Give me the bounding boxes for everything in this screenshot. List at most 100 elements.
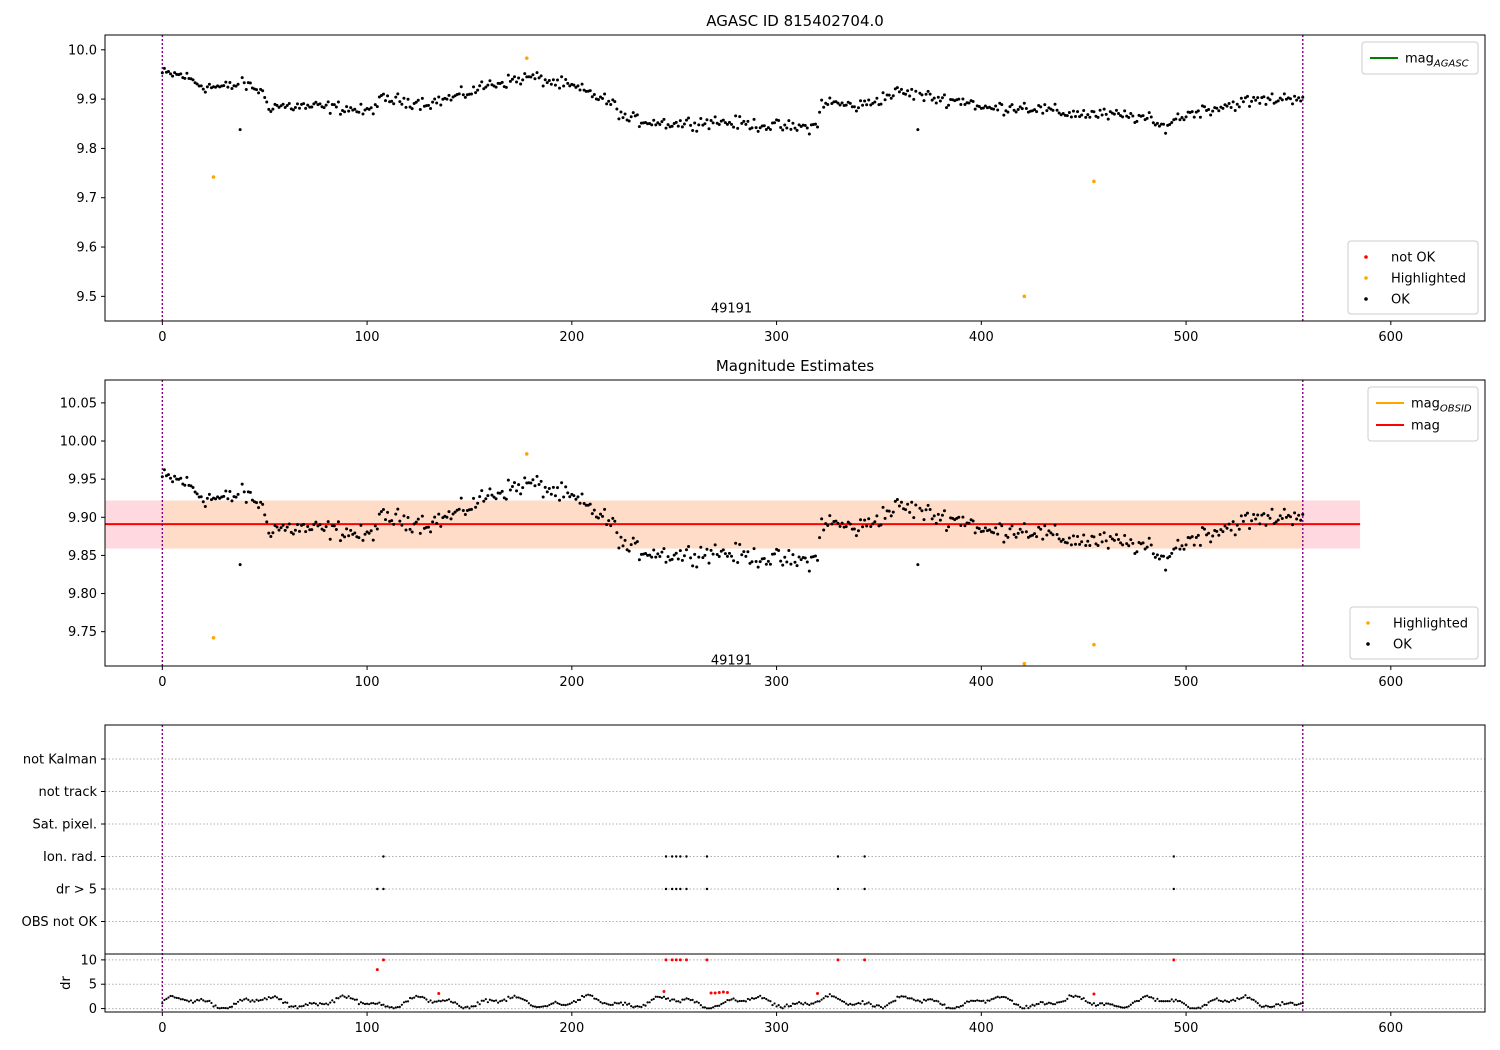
dr-point [441, 999, 444, 1002]
dr-point [1098, 1002, 1102, 1005]
dr-point [517, 996, 520, 999]
ok-point [400, 523, 404, 527]
dr-point [1021, 1007, 1024, 1010]
ok-point [691, 564, 695, 568]
ok-point [822, 528, 826, 532]
ok-point [1149, 115, 1153, 119]
ok-point [844, 525, 848, 529]
dr-point [775, 1005, 778, 1008]
dr-point [630, 1005, 633, 1008]
ok-point [369, 529, 373, 533]
dr-point [413, 996, 416, 999]
ok-point [531, 478, 535, 482]
ok-point [707, 127, 711, 131]
ok-point [875, 96, 879, 100]
ok-point [367, 107, 371, 111]
ok-point [629, 543, 633, 547]
dr-point [523, 999, 526, 1002]
ok-point [1022, 101, 1026, 105]
ok-point [488, 487, 492, 491]
dr-point [802, 1003, 805, 1006]
dr-point [1023, 1007, 1026, 1010]
ok-point [1221, 530, 1225, 534]
legend-bottom [1347, 240, 1479, 315]
ok-point [734, 541, 738, 545]
dr-point [341, 994, 344, 997]
dr-point [707, 1007, 711, 1010]
ok-point [674, 551, 678, 555]
dr-point [881, 1007, 885, 1010]
dr-point [527, 1002, 530, 1005]
dr-point [621, 1003, 625, 1007]
dr-point [691, 998, 694, 1001]
dr-point [1000, 995, 1003, 999]
ok-point [865, 103, 869, 107]
ok-point [705, 547, 709, 551]
ok-point [490, 493, 494, 497]
ok-point [635, 540, 639, 544]
ok-point [439, 103, 443, 107]
ok-point [826, 102, 830, 106]
dr-point [718, 1004, 721, 1007]
ok-point [398, 519, 402, 523]
dr-point [1027, 1007, 1030, 1010]
dr-point [1215, 997, 1218, 1000]
dr-point [343, 995, 346, 998]
ok-point [611, 516, 615, 520]
dr-point [984, 1001, 987, 1004]
ok-point [457, 507, 461, 511]
ok-point [676, 557, 680, 561]
dr-point [1221, 1000, 1225, 1003]
ok-point [1153, 123, 1157, 127]
dr-not-ok-point [684, 958, 688, 962]
ok-point [693, 121, 697, 125]
ok-point [742, 119, 746, 123]
dr-point [1074, 994, 1077, 997]
dr-point [890, 1001, 893, 1004]
ok-point [1131, 114, 1135, 118]
ok-point [304, 106, 308, 110]
ok-point [637, 125, 641, 129]
ok-point [908, 94, 912, 98]
ok-point [1301, 95, 1305, 99]
dr-point [558, 1002, 561, 1006]
ok-point [298, 106, 302, 110]
ok-point [1092, 110, 1096, 114]
dr-point [742, 999, 745, 1002]
dr-point [296, 1007, 299, 1010]
ok-point [363, 108, 367, 112]
dr-point [1129, 1003, 1132, 1006]
dr-point [1055, 1001, 1059, 1004]
dr-point [1094, 1004, 1098, 1007]
flag-point [705, 855, 709, 858]
dr-point [795, 1002, 799, 1005]
ok-point [334, 105, 338, 109]
ok-point [1264, 523, 1268, 527]
y-tick-label: 9.7 [76, 191, 97, 206]
legend-label: mag [1411, 419, 1440, 434]
dr-point [863, 1003, 866, 1006]
ok-point [1235, 102, 1239, 106]
ok-point [1008, 527, 1012, 531]
ok-point [195, 82, 199, 86]
dr-point [1035, 1003, 1038, 1006]
ok-point [183, 76, 187, 80]
ok-point [1227, 522, 1231, 526]
ok-point [603, 92, 607, 96]
x-tick-label: 500 [1174, 1021, 1199, 1036]
dr-point [476, 1001, 479, 1004]
ok-point [899, 87, 903, 91]
ok-point [854, 109, 858, 113]
dr-point [791, 1002, 795, 1005]
dr-point [941, 1003, 944, 1006]
dr-point [910, 997, 913, 1000]
ok-point [469, 92, 473, 96]
ok-point [1088, 543, 1092, 547]
panel-title: Magnitude Estimates [716, 357, 874, 375]
ok-point [807, 569, 811, 573]
dr-point [861, 999, 864, 1003]
ok-point [400, 102, 404, 106]
axes-frame [104, 379, 1486, 667]
dr-point [1236, 997, 1239, 1000]
ok-point [371, 112, 375, 116]
